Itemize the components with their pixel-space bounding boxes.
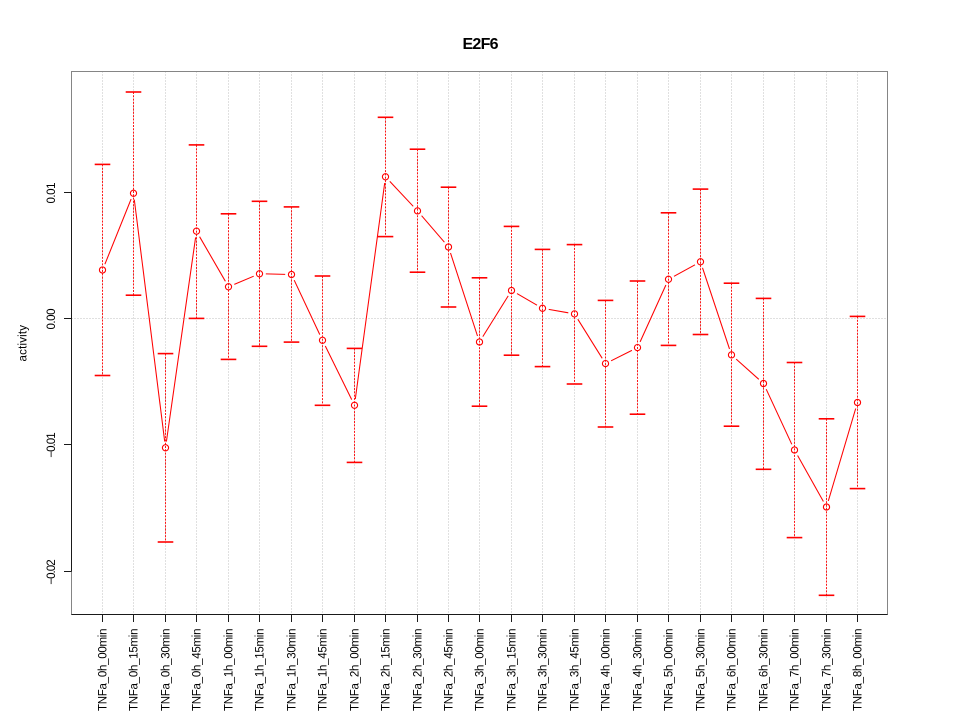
svg-text:TNFa_1h_15min: TNFa_1h_15min [254, 629, 266, 712]
svg-text:TNFa_1h_30min: TNFa_1h_30min [286, 629, 298, 712]
svg-text:TNFa_0h_15min: TNFa_0h_15min [128, 629, 140, 712]
svg-text:−0.02: −0.02 [46, 559, 58, 584]
svg-text:TNFa_8h_00min: TNFa_8h_00min [852, 629, 864, 712]
svg-text:TNFa_2h_30min: TNFa_2h_30min [412, 629, 424, 712]
svg-text:TNFa_4h_30min: TNFa_4h_30min [632, 629, 644, 712]
svg-text:E2F6: E2F6 [463, 36, 499, 53]
svg-text:−0.01: −0.01 [46, 432, 58, 457]
svg-text:TNFa_4h_00min: TNFa_4h_00min [600, 629, 612, 712]
svg-text:TNFa_3h_00min: TNFa_3h_00min [474, 629, 486, 712]
svg-text:TNFa_3h_15min: TNFa_3h_15min [506, 629, 518, 712]
svg-text:TNFa_0h_45min: TNFa_0h_45min [191, 629, 203, 712]
svg-text:TNFa_5h_00min: TNFa_5h_00min [663, 629, 675, 712]
svg-text:TNFa_2h_45min: TNFa_2h_45min [443, 629, 455, 712]
svg-text:TNFa_3h_30min: TNFa_3h_30min [537, 629, 549, 712]
svg-text:TNFa_1h_00min: TNFa_1h_00min [223, 629, 235, 712]
svg-text:TNFa_0h_00min: TNFa_0h_00min [97, 629, 109, 712]
svg-text:TNFa_6h_30min: TNFa_6h_30min [758, 629, 770, 712]
svg-text:TNFa_2h_00min: TNFa_2h_00min [349, 629, 361, 712]
svg-text:TNFa_5h_30min: TNFa_5h_30min [695, 629, 707, 712]
svg-text:TNFa_7h_00min: TNFa_7h_00min [789, 629, 801, 712]
svg-text:TNFa_3h_45min: TNFa_3h_45min [569, 629, 581, 712]
svg-text:activity: activity [18, 325, 30, 362]
svg-text:TNFa_7h_30min: TNFa_7h_30min [821, 629, 833, 712]
svg-text:TNFa_6h_00min: TNFa_6h_00min [726, 629, 738, 712]
svg-text:0.01: 0.01 [46, 183, 58, 204]
svg-text:TNFa_1h_45min: TNFa_1h_45min [317, 629, 329, 712]
svg-text:TNFa_0h_30min: TNFa_0h_30min [160, 629, 172, 712]
svg-text:0.00: 0.00 [46, 309, 58, 330]
svg-text:TNFa_2h_15min: TNFa_2h_15min [380, 629, 392, 712]
